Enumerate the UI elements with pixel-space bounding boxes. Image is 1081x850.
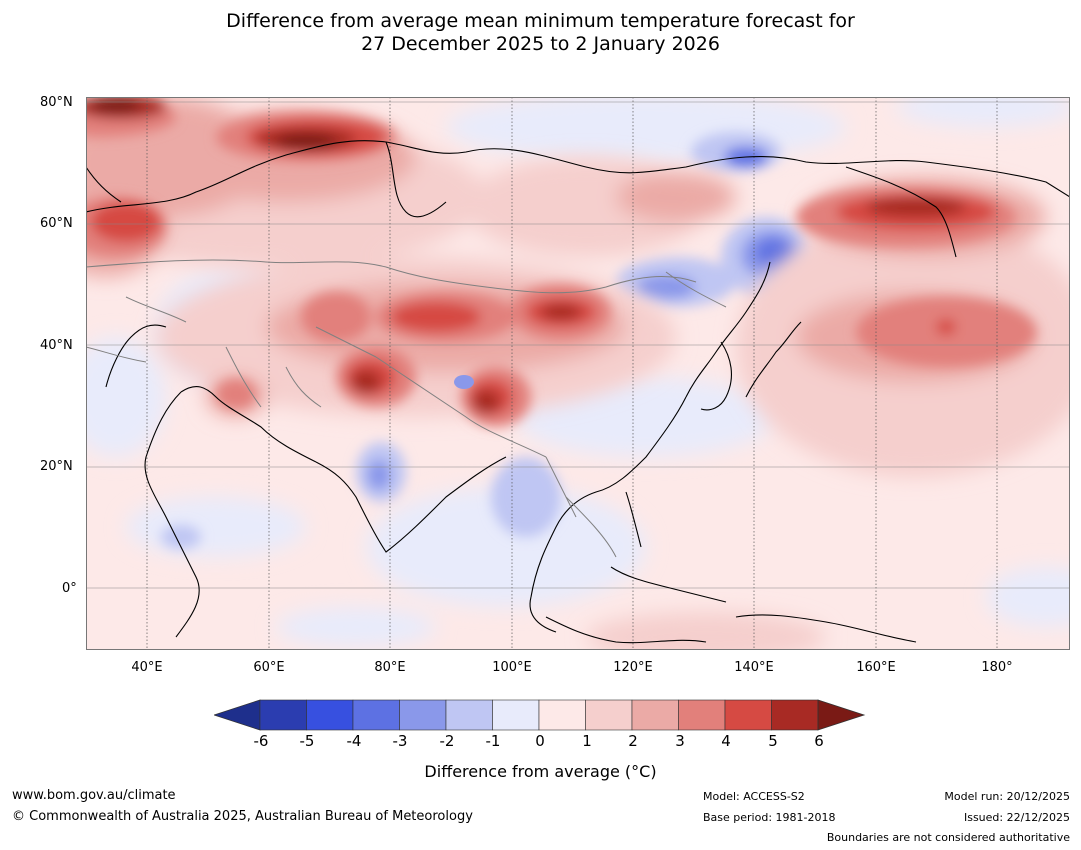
colorbar-tick-label: -4 — [346, 732, 362, 750]
model-name: Model: ACCESS-S2 — [703, 790, 805, 803]
coastlines — [86, 140, 1070, 644]
latitude-gridlines — [86, 101, 1070, 589]
colorbar-bin — [492, 699, 540, 731]
boundaries-note: Boundaries are not considered authoritat… — [826, 831, 1070, 844]
colorbar-bin — [445, 699, 493, 731]
colorbar-bin — [724, 699, 772, 731]
colorbar — [214, 699, 866, 731]
colorbar-tick-label: 1 — [582, 732, 592, 750]
lat-label-40n: 40°N — [40, 338, 73, 353]
lon-label-100e: 100°E — [492, 660, 532, 675]
colorbar-extend-low — [214, 699, 261, 731]
country-borders — [86, 259, 727, 558]
colorbar-tick-label: -1 — [485, 732, 501, 750]
colorbar-extend-high — [817, 699, 866, 731]
colorbar-tick-label: -6 — [253, 732, 269, 750]
copyright-text: © Commonwealth of Australia 2025, Austra… — [12, 809, 473, 824]
colorbar-bin — [771, 699, 819, 731]
colorbar-tick-label: -2 — [439, 732, 455, 750]
lat-label-80n: 80°N — [40, 95, 73, 110]
colorbar-bin — [259, 699, 307, 731]
colorbar-title: Difference from average (°C) — [424, 762, 657, 781]
model-run-date: Model run: 20/12/2025 — [944, 790, 1070, 803]
lon-label-140e: 140°E — [734, 660, 774, 675]
colorbar-tick-label: 5 — [768, 732, 778, 750]
lon-label-60e: 60°E — [253, 660, 285, 675]
colorbar-bin — [678, 699, 726, 731]
colorbar-bin — [538, 699, 586, 731]
colorbar-bin — [585, 699, 633, 731]
colorbar-bin — [306, 699, 354, 731]
website-link[interactable]: www.bom.gov.au/climate — [12, 788, 176, 803]
lon-label-80e: 80°E — [374, 660, 406, 675]
colorbar-tick-label: 3 — [675, 732, 685, 750]
base-period: Base period: 1981-2018 — [703, 811, 836, 824]
longitude-gridlines — [146, 97, 998, 650]
colorbar-tick-label: 6 — [814, 732, 824, 750]
colorbar-bin — [399, 699, 447, 731]
issued-date: Issued: 22/12/2025 — [963, 811, 1070, 824]
colorbar-tick-label: 4 — [721, 732, 731, 750]
lon-label-120e: 120°E — [613, 660, 653, 675]
colorbar-tick-label: -3 — [392, 732, 408, 750]
colorbar-tick-label: -5 — [299, 732, 315, 750]
lat-label-20n: 20°N — [40, 459, 73, 474]
lat-label-0: 0° — [62, 581, 77, 596]
colorbar-tick-label: 2 — [628, 732, 638, 750]
tibet-cold-spot — [454, 375, 474, 389]
colorbar-bin — [631, 699, 679, 731]
temperature-anomaly-map — [86, 97, 1070, 650]
lon-label-180: 180° — [981, 660, 1013, 675]
lon-label-40e: 40°E — [131, 660, 163, 675]
chart-title-line2: 27 December 2025 to 2 January 2026 — [361, 33, 720, 55]
map-frame — [86, 97, 1070, 650]
colorbar-bin — [352, 699, 400, 731]
chart-title-line1: Difference from average mean minimum tem… — [226, 10, 855, 32]
lon-label-160e: 160°E — [856, 660, 896, 675]
lat-label-60n: 60°N — [40, 216, 73, 231]
colorbar-tick-label: 0 — [535, 732, 545, 750]
